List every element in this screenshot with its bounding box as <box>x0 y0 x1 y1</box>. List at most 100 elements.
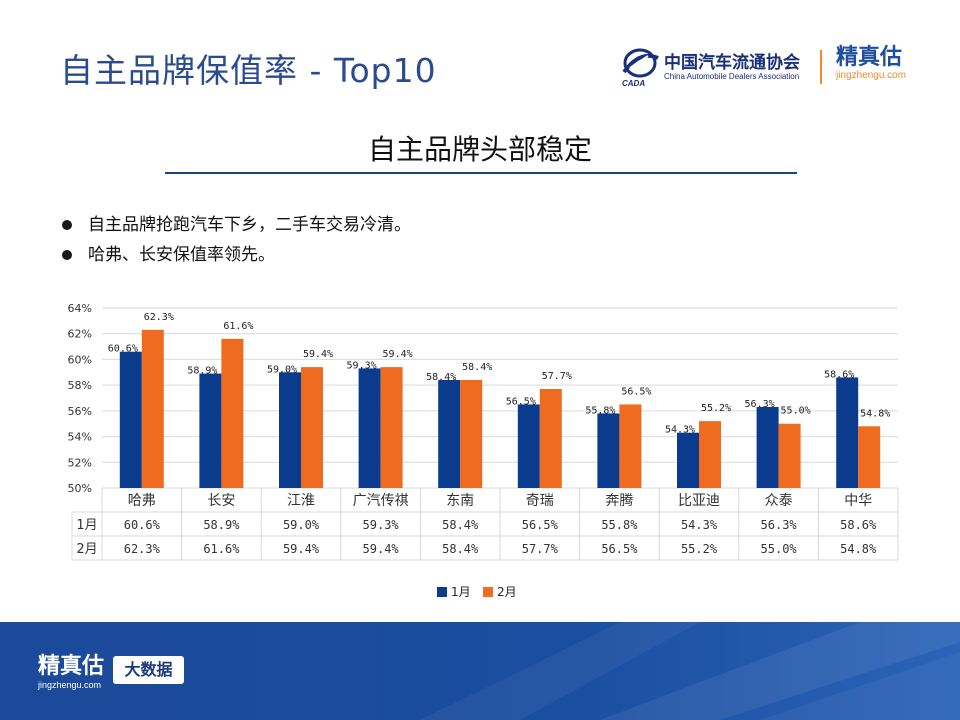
table-row-label: 2月 <box>76 542 97 557</box>
data-label: 55.2% <box>701 403 731 414</box>
y-tick-label: 64% <box>68 302 92 315</box>
jzg-logo-cn: 精真估 <box>836 45 903 70</box>
bar-1 <box>199 373 222 488</box>
table-cell: 54.3% <box>681 518 718 532</box>
category-label: 奔腾 <box>605 492 633 509</box>
bullet-text: 哈弗、长安保值率领先。 <box>88 245 275 265</box>
jzg-logo-url: jingzhengu.com <box>836 70 907 81</box>
bar-1 <box>517 404 540 488</box>
table-cell: 57.7% <box>522 542 559 556</box>
bar-2 <box>858 426 881 488</box>
bar-2 <box>221 338 244 488</box>
footer-logo: 精真估 jingzhengu.com <box>38 654 104 690</box>
bar-2 <box>380 367 403 488</box>
bar-2 <box>619 404 642 488</box>
table-cell: 62.3% <box>124 542 161 556</box>
table-row-label: 1月 <box>76 518 97 533</box>
table-cell: 59.0% <box>283 518 320 532</box>
category-label: 哈弗 <box>128 493 156 509</box>
footer-logo-url: jingzhengu.com <box>38 680 102 690</box>
table-cell: 59.3% <box>363 518 400 532</box>
legend-label: 1月 <box>451 585 471 599</box>
table-cell: 56.5% <box>522 518 559 532</box>
table-cell: 60.6% <box>124 518 161 532</box>
bullet-dot-icon <box>62 220 72 230</box>
bar-2 <box>778 423 801 488</box>
table-cell: 58.4% <box>442 518 479 532</box>
footer-logo-cn: 精真估 <box>38 654 105 679</box>
category-label: 东南 <box>446 493 474 509</box>
data-label: 55.8% <box>585 405 615 416</box>
category-label: 广汽传祺 <box>353 493 409 509</box>
y-tick-label: 56% <box>68 405 92 418</box>
category-label: 众泰 <box>765 493 793 509</box>
data-label: 56.5% <box>621 386 651 397</box>
data-label: 59.3% <box>347 360 377 371</box>
data-label: 56.3% <box>745 399 775 410</box>
bar-1 <box>677 432 699 488</box>
table-cell: 61.6% <box>203 542 240 556</box>
logo-divider <box>820 50 822 84</box>
section-subtitle: 自主品牌头部稳定 <box>367 133 592 166</box>
y-tick-label: 54% <box>68 431 92 444</box>
cada-name-en: China Automobile Dealers Association <box>664 72 800 81</box>
data-label: 57.7% <box>542 371 572 382</box>
data-label: 58.4% <box>426 372 456 383</box>
category-label: 中华 <box>844 493 872 509</box>
table-cell: 59.4% <box>283 542 320 556</box>
category-label: 长安 <box>207 493 235 509</box>
data-label: 62.3% <box>144 312 174 323</box>
bar-1 <box>279 372 301 488</box>
bar-chart: 50% 52% 54% 56% 58% 60% 62% 64% 60.6% 62.3% 哈弗 58.9… <box>68 302 899 599</box>
table-cell: 58.9% <box>203 518 240 532</box>
table-cell: 59.4% <box>363 542 400 556</box>
table-cell: 56.3% <box>761 518 798 532</box>
bar-1 <box>597 413 620 488</box>
bar-2 <box>539 389 562 488</box>
bar-1 <box>358 368 381 488</box>
y-tick-label: 50% <box>68 482 92 495</box>
legend-swatch-2 <box>483 587 493 597</box>
data-label: 56.5% <box>506 396 536 407</box>
bar-1 <box>119 351 142 488</box>
y-tick-label: 52% <box>68 456 92 469</box>
cada-mark: CADA <box>622 79 645 88</box>
bar-1 <box>756 407 779 488</box>
category-label: 奇瑞 <box>526 492 554 509</box>
data-label: 54.3% <box>665 425 695 436</box>
data-label: 59.0% <box>267 364 297 375</box>
bullet-item: 自主品牌抢跑汽车下乡，二手车交易冷清。 <box>60 210 411 240</box>
data-label: 58.4% <box>462 362 492 373</box>
legend-label: 2月 <box>497 585 517 599</box>
data-label: 59.4% <box>303 349 333 360</box>
table-cell: 55.8% <box>601 518 638 532</box>
bar-1 <box>836 377 859 488</box>
bullet-text: 自主品牌抢跑汽车下乡，二手车交易冷清。 <box>88 215 411 235</box>
legend-swatch-1 <box>437 587 447 597</box>
y-tick-label: 58% <box>68 379 92 392</box>
table-cell: 54.8% <box>840 542 877 556</box>
data-label: 59.4% <box>383 349 413 360</box>
bullet-list: 自主品牌抢跑汽车下乡，二手车交易冷清。 哈弗、长安保值率领先。 <box>60 210 411 270</box>
table-cell: 58.4% <box>442 542 479 556</box>
table-cell: 56.5% <box>601 542 638 556</box>
bullet-dot-icon <box>62 250 72 260</box>
table-cell: 55.0% <box>761 542 798 556</box>
data-label: 60.6% <box>108 344 138 355</box>
table-cell: 58.6% <box>840 518 877 532</box>
big-data-badge: 大数据 <box>113 656 184 684</box>
y-tick-label: 60% <box>68 353 92 366</box>
bar-2 <box>141 329 164 488</box>
bullet-item: 哈弗、长安保值率领先。 <box>60 240 411 270</box>
data-label: 55.0% <box>781 406 811 417</box>
data-label: 58.6% <box>824 369 854 380</box>
category-label: 比亚迪 <box>678 493 720 509</box>
category-label: 江淮 <box>287 493 315 509</box>
data-label: 58.9% <box>187 366 217 377</box>
cada-name-cn: 中国汽车流通协会 <box>664 53 800 73</box>
jzg-logo: 精真估 jingzhengu.com <box>836 45 907 82</box>
subtitle-underline <box>165 172 797 174</box>
bar-2 <box>699 421 721 488</box>
y-tick-label: 62% <box>68 328 92 341</box>
bar-2 <box>301 367 323 488</box>
